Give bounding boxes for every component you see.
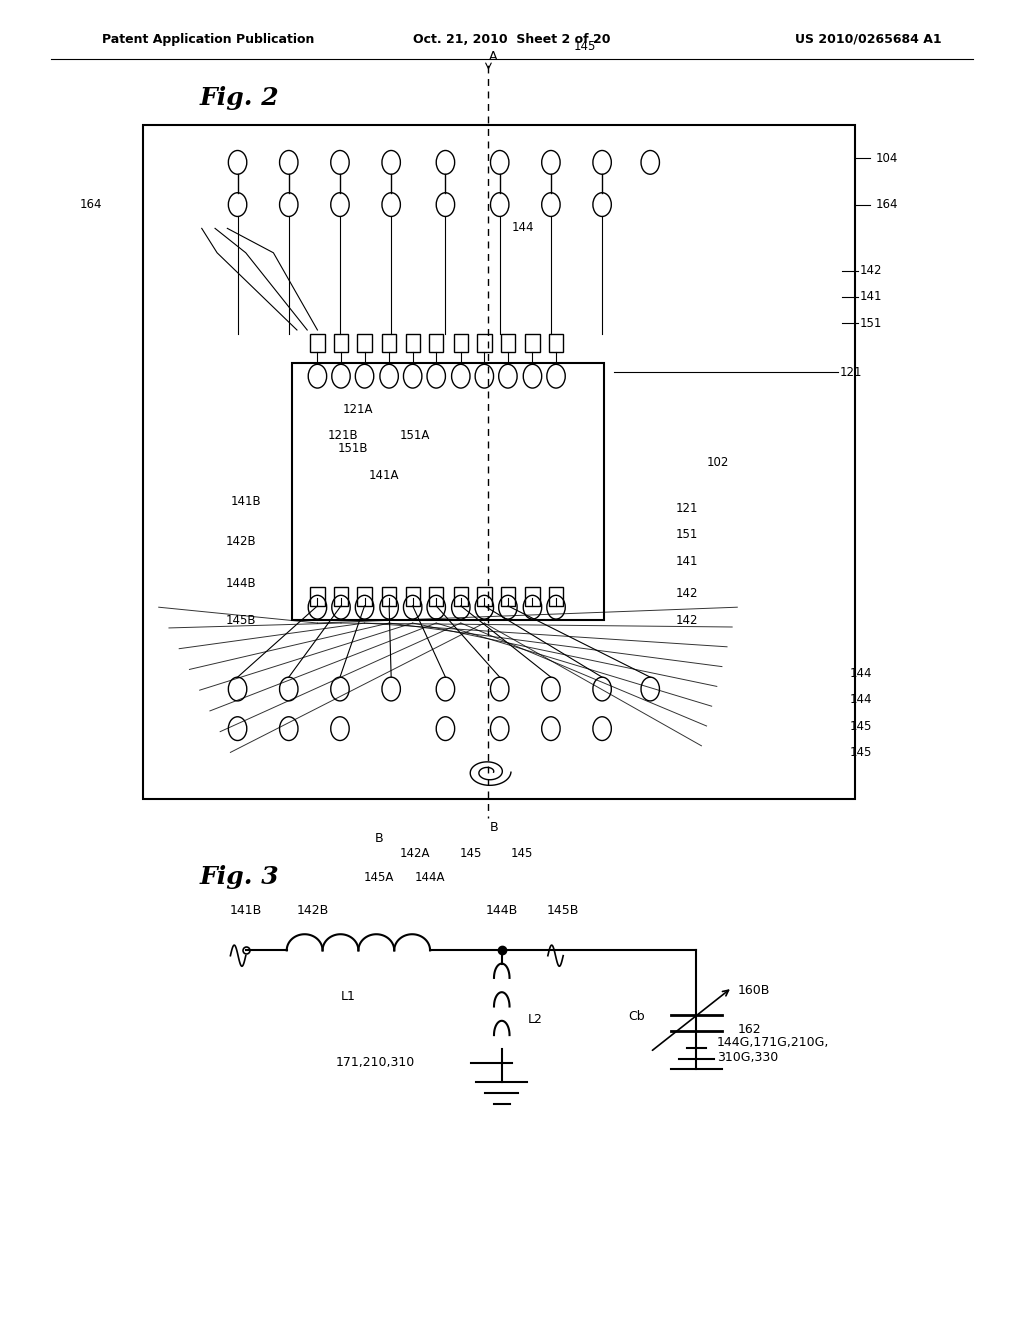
Text: B: B — [375, 832, 383, 845]
Bar — [477, 334, 492, 352]
Bar — [310, 587, 325, 606]
Bar — [454, 334, 468, 352]
Text: 144B: 144B — [225, 577, 256, 590]
Text: 141B: 141B — [229, 904, 262, 917]
Bar — [549, 587, 563, 606]
Bar — [334, 587, 348, 606]
Text: 145A: 145A — [364, 871, 394, 884]
Text: 141: 141 — [676, 554, 698, 568]
Text: US 2010/0265684 A1: US 2010/0265684 A1 — [796, 33, 942, 46]
Text: 102: 102 — [707, 455, 729, 469]
Bar — [292, 363, 604, 620]
Text: L1: L1 — [341, 990, 355, 1003]
Bar — [143, 125, 855, 799]
Text: 145B: 145B — [547, 904, 580, 917]
Text: 171,210,310: 171,210,310 — [336, 1056, 415, 1069]
Text: 121: 121 — [840, 366, 862, 379]
Text: 144: 144 — [850, 667, 872, 680]
Bar — [454, 587, 468, 606]
Text: 104: 104 — [876, 152, 898, 165]
Text: 151B: 151B — [338, 442, 369, 455]
Bar — [357, 587, 372, 606]
Bar — [382, 334, 396, 352]
Bar — [406, 334, 420, 352]
Text: 145: 145 — [511, 847, 534, 861]
Text: 121B: 121B — [328, 429, 358, 442]
Text: 144: 144 — [850, 693, 872, 706]
Text: 141: 141 — [860, 290, 883, 304]
Text: 144G,171G,210G,
310G,330: 144G,171G,210G, 310G,330 — [717, 1036, 829, 1064]
Text: 145: 145 — [850, 719, 872, 733]
Text: 144A: 144A — [415, 871, 445, 884]
Text: B: B — [489, 821, 498, 834]
Bar — [382, 587, 396, 606]
Bar — [310, 334, 325, 352]
Text: 145: 145 — [460, 847, 482, 861]
Text: Patent Application Publication: Patent Application Publication — [102, 33, 314, 46]
Text: 144B: 144B — [485, 904, 518, 917]
Text: 162: 162 — [737, 1023, 761, 1036]
Text: L2: L2 — [527, 1014, 543, 1026]
Text: 164: 164 — [80, 198, 102, 211]
Text: 145: 145 — [850, 746, 872, 759]
Bar — [549, 334, 563, 352]
Text: 141B: 141B — [230, 495, 261, 508]
Text: 144: 144 — [512, 220, 535, 234]
Text: A: A — [489, 50, 498, 63]
Text: 141A: 141A — [369, 469, 399, 482]
Bar — [357, 334, 372, 352]
Text: 142A: 142A — [399, 847, 430, 861]
Bar — [334, 334, 348, 352]
Text: 121: 121 — [676, 502, 698, 515]
Text: 121A: 121A — [343, 403, 374, 416]
Text: 164: 164 — [876, 198, 898, 211]
Bar — [501, 334, 515, 352]
Bar — [429, 587, 443, 606]
Text: 142: 142 — [676, 587, 698, 601]
Text: 145B: 145B — [225, 614, 256, 627]
Bar — [429, 334, 443, 352]
Text: 142B: 142B — [296, 904, 329, 917]
Text: 151A: 151A — [399, 429, 430, 442]
Text: Oct. 21, 2010  Sheet 2 of 20: Oct. 21, 2010 Sheet 2 of 20 — [414, 33, 610, 46]
Text: 145: 145 — [573, 40, 596, 53]
Bar — [477, 587, 492, 606]
Bar — [525, 587, 540, 606]
Text: 151: 151 — [860, 317, 883, 330]
Text: 142B: 142B — [225, 535, 256, 548]
Bar — [501, 587, 515, 606]
Text: 151: 151 — [676, 528, 698, 541]
Text: 142: 142 — [676, 614, 698, 627]
Text: Fig. 3: Fig. 3 — [200, 865, 280, 888]
Bar — [406, 587, 420, 606]
Text: Fig. 2: Fig. 2 — [200, 86, 280, 110]
Bar — [525, 334, 540, 352]
Text: 142: 142 — [860, 264, 883, 277]
Text: Cb: Cb — [629, 1010, 645, 1023]
Text: 160B: 160B — [737, 983, 770, 997]
